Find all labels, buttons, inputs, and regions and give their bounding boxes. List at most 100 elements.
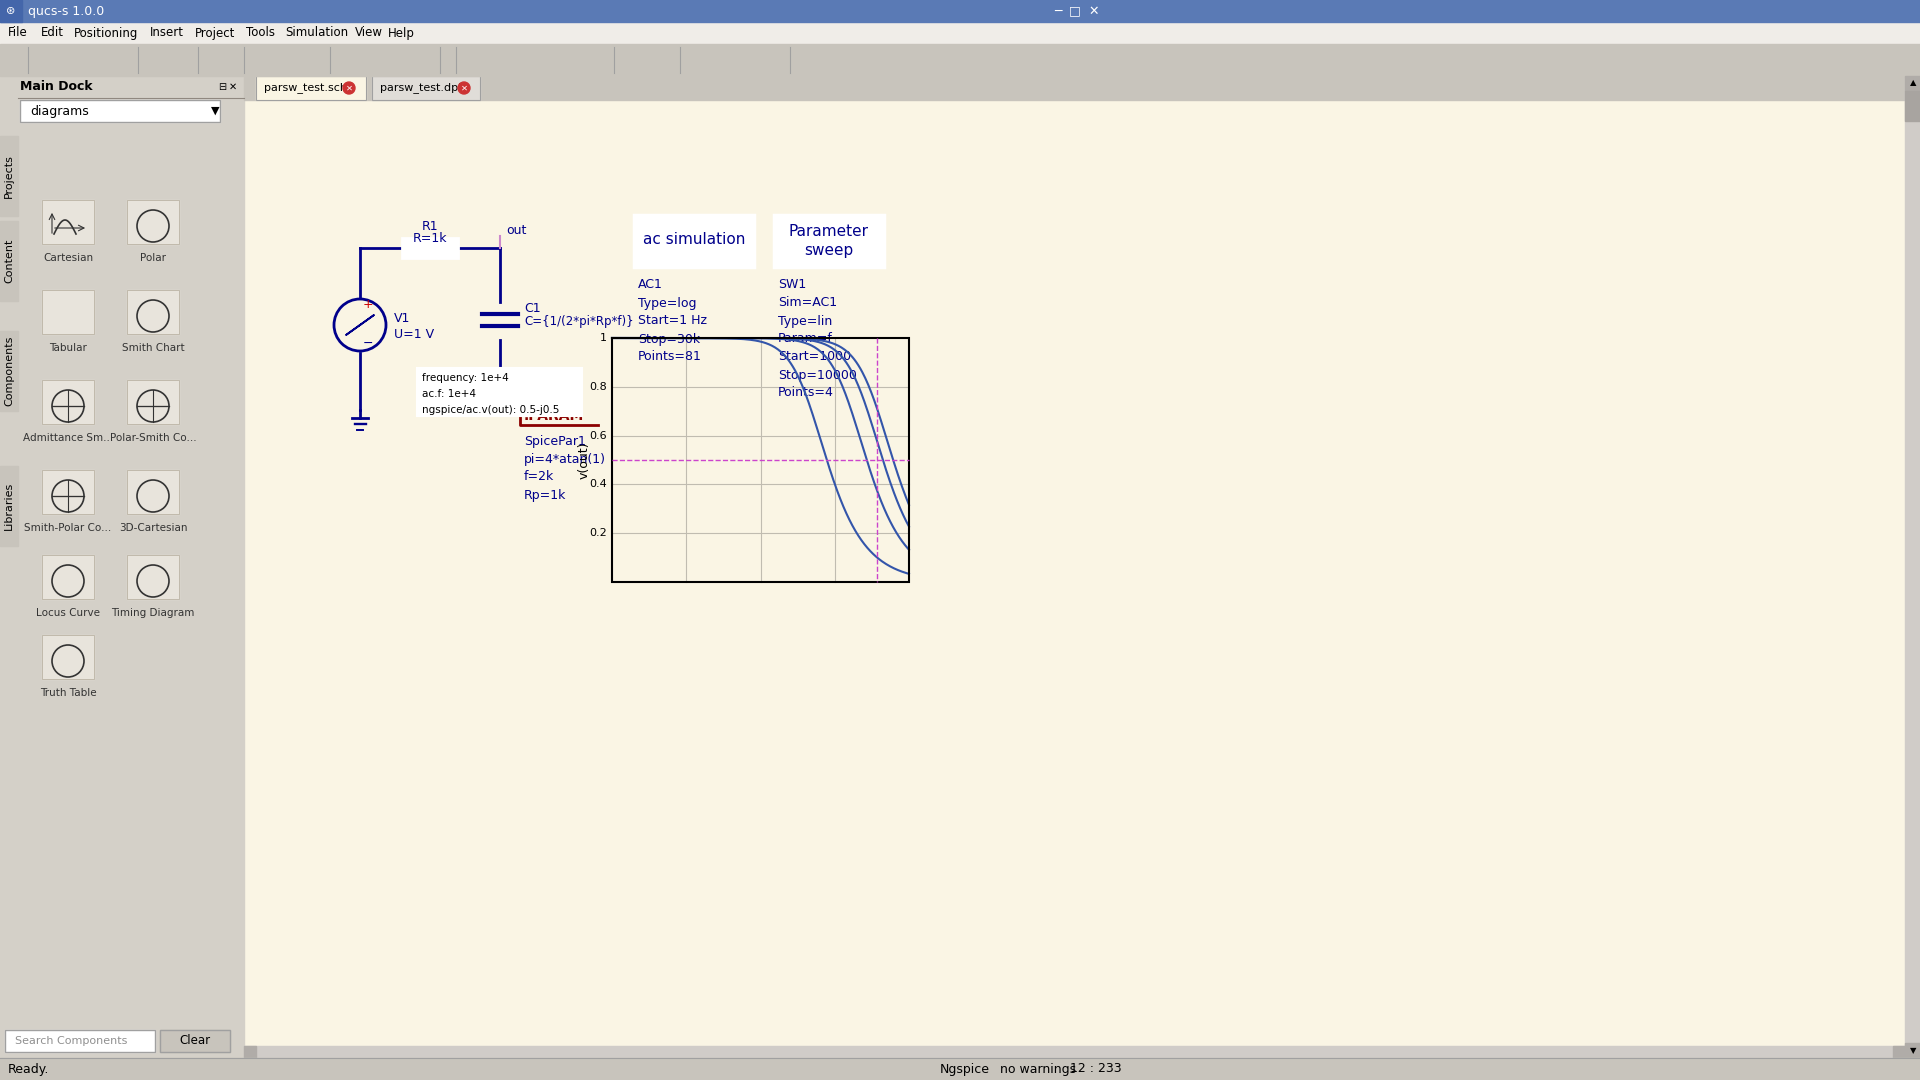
Text: Points=81: Points=81 [637,351,703,364]
Text: Param=f: Param=f [778,333,833,346]
Text: Points=4: Points=4 [778,387,833,400]
Bar [42,200,94,244]
Text: 0.2: 0.2 [589,528,607,538]
Text: Start=1 Hz: Start=1 Hz [637,314,707,327]
Bar [612,338,908,582]
Text: Project: Project [196,27,236,40]
Bar [244,76,1920,100]
Bar [244,1047,1905,1058]
Text: Tools: Tools [246,27,275,40]
Text: out: out [507,224,526,237]
Text: ac.f: 1e+4: ac.f: 1e+4 [422,389,476,399]
Text: C={1/(2*pi*Rp*f)}: C={1/(2*pi*Rp*f)} [524,315,634,328]
Circle shape [344,82,355,94]
Text: Stop=30k: Stop=30k [637,333,701,346]
Text: diagrams: diagrams [31,105,88,118]
Text: Type=lin: Type=lin [778,314,831,327]
Bar [19,100,221,122]
Bar [244,1047,255,1058]
Bar [42,635,94,679]
Text: Locus Curve: Locus Curve [36,608,100,618]
Text: Simulation: Simulation [286,27,349,40]
Bar [127,470,179,514]
Bar [634,215,755,267]
Text: Smith Chart: Smith Chart [121,343,184,353]
Text: V1: V1 [394,312,411,325]
Text: Ngspice: Ngspice [941,1063,991,1076]
Text: Positioning: Positioning [73,27,138,40]
Text: U=1 V: U=1 V [394,328,434,341]
Text: ▼: ▼ [1910,1047,1916,1055]
Text: −: − [363,337,372,350]
Text: Timing Diagram: Timing Diagram [111,608,194,618]
Bar [255,76,367,100]
Text: Edit: Edit [40,27,63,40]
Text: ─: ─ [1054,4,1062,17]
Text: no warnings: no warnings [1000,1063,1075,1076]
Text: ▼: ▼ [211,106,219,116]
Text: frequency: 1e+4: frequency: 1e+4 [422,373,509,383]
Bar [42,291,94,334]
Text: ngspice/ac.v(out): 0.5-j0.5: ngspice/ac.v(out): 0.5-j0.5 [422,405,559,415]
Bar [127,470,179,514]
Bar [0,76,244,98]
Text: 0.6: 0.6 [589,431,607,441]
Text: Clear: Clear [179,1035,211,1048]
Bar [159,1030,230,1052]
Text: □: □ [1069,4,1081,17]
Text: +: + [363,298,372,311]
Bar [0,465,17,546]
Bar [255,76,367,100]
Text: ⊛: ⊛ [6,6,15,16]
Text: Tabular: Tabular [50,343,86,353]
Bar [127,291,179,334]
Bar [42,200,94,244]
Bar [42,380,94,424]
Text: Projects: Projects [4,154,13,198]
Text: qucs-s 1.0.0: qucs-s 1.0.0 [29,4,104,17]
Text: R=1k: R=1k [413,231,447,244]
Text: Admittance Sm...: Admittance Sm... [23,433,113,443]
Text: Stop=10000: Stop=10000 [778,368,856,381]
Text: sweep: sweep [804,243,854,258]
Bar [159,1030,230,1052]
Text: pi=4*atan(1): pi=4*atan(1) [524,453,607,465]
Text: 0.4: 0.4 [589,480,607,489]
Text: ac simulation: ac simulation [643,231,745,246]
Text: .PARAM: .PARAM [524,409,584,423]
Text: Polar-Smith Co...: Polar-Smith Co... [109,433,196,443]
Text: 1: 1 [599,333,607,343]
Text: Content: Content [4,239,13,283]
Text: Insert: Insert [150,27,184,40]
Text: 3D-Cartesian: 3D-Cartesian [119,523,188,534]
Bar [42,291,94,334]
Bar [372,76,480,100]
Text: Polar: Polar [140,253,165,264]
Bar [0,330,17,411]
Text: Truth Table: Truth Table [40,688,96,698]
Text: ✕: ✕ [346,83,353,93]
Bar [0,136,17,216]
Bar [42,555,94,599]
Bar [0,44,1920,76]
Bar [127,200,179,244]
Text: Sim=AC1: Sim=AC1 [778,297,837,310]
Bar [6,1030,156,1052]
Text: AC1: AC1 [637,279,662,292]
Text: File: File [8,27,27,40]
Text: ✕: ✕ [461,83,467,93]
Bar [244,76,1920,1058]
Text: View: View [355,27,384,40]
Bar [1905,91,1920,121]
Text: Start=1000: Start=1000 [778,351,851,364]
Bar [6,1030,156,1052]
Bar [42,380,94,424]
Text: Type=log: Type=log [637,297,697,310]
Bar [42,470,94,514]
Text: Main Dock: Main Dock [19,81,92,94]
Text: Help: Help [388,27,415,40]
Bar [0,0,1920,22]
Text: ✕: ✕ [1089,4,1100,17]
Bar [42,555,94,599]
Text: Ready.: Ready. [8,1063,50,1076]
